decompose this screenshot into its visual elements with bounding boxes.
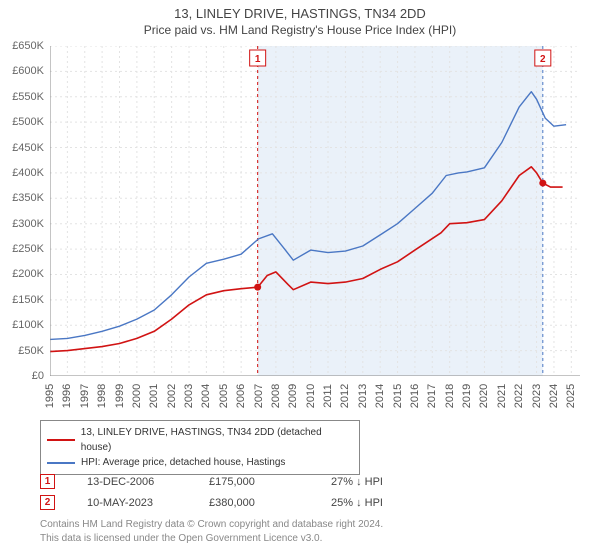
sale-delta-hpi: 25% ↓ HPI <box>331 497 421 509</box>
svg-text:2: 2 <box>540 54 546 65</box>
sale-date: 13-DEC-2006 <box>87 476 177 488</box>
x-tick-label: 2002 <box>166 384 178 408</box>
x-tick-label: 2009 <box>287 384 299 408</box>
y-tick-label: £0 <box>32 370 44 382</box>
x-tick-label: 1997 <box>79 384 91 408</box>
x-tick-label: 2000 <box>131 384 143 408</box>
x-tick-label: 2005 <box>218 384 230 408</box>
title-sub: Price paid vs. HM Land Registry's House … <box>0 23 600 37</box>
svg-text:1: 1 <box>255 54 261 65</box>
x-tick-label: 2014 <box>374 384 386 408</box>
x-tick-label: 2013 <box>357 384 369 408</box>
footer-line-1: Contains HM Land Registry data © Crown c… <box>40 518 383 532</box>
x-tick-label: 2004 <box>200 384 212 408</box>
footer-line-2: This data is licensed under the Open Gov… <box>40 532 383 546</box>
x-tick-label: 1999 <box>114 384 126 408</box>
y-tick-label: £300K <box>12 218 44 230</box>
x-tick-label: 2015 <box>392 384 404 408</box>
legend-swatch <box>47 462 75 464</box>
legend: 13, LINLEY DRIVE, HASTINGS, TN34 2DD (de… <box>40 420 360 475</box>
x-tick-label: 1998 <box>96 384 108 408</box>
x-axis: 1995199619971998199920002001200220032004… <box>50 378 580 418</box>
x-tick-label: 2011 <box>322 384 334 408</box>
legend-item: 13, LINLEY DRIVE, HASTINGS, TN34 2DD (de… <box>47 425 353 455</box>
sale-row: 2 10-MAY-2023 £380,000 25% ↓ HPI <box>40 495 560 510</box>
sale-delta-hpi: 27% ↓ HPI <box>331 476 421 488</box>
sale-marker-chip: 1 <box>40 474 55 489</box>
y-tick-label: £350K <box>12 192 44 204</box>
y-tick-label: £400K <box>12 167 44 179</box>
y-tick-label: £550K <box>12 91 44 103</box>
y-tick-label: £100K <box>12 319 44 331</box>
y-tick-label: £600K <box>12 65 44 77</box>
x-tick-label: 2006 <box>235 384 247 408</box>
x-tick-label: 2012 <box>339 384 351 408</box>
x-tick-label: 2024 <box>548 384 560 408</box>
legend-label: 13, LINLEY DRIVE, HASTINGS, TN34 2DD (de… <box>81 425 353 455</box>
x-tick-label: 2001 <box>148 384 160 408</box>
sale-marker-chip: 2 <box>40 495 55 510</box>
chart-area: 12 <box>50 46 580 376</box>
y-axis: £0£50K£100K£150K£200K£250K£300K£350K£400… <box>0 46 48 376</box>
legend-swatch <box>47 439 75 441</box>
y-tick-label: £650K <box>12 40 44 52</box>
y-tick-label: £150K <box>12 294 44 306</box>
sales-table: 1 13-DEC-2006 £175,000 27% ↓ HPI 2 10-MAY-202… <box>40 468 560 510</box>
x-tick-label: 1995 <box>44 384 56 408</box>
sale-row: 1 13-DEC-2006 £175,000 27% ↓ HPI <box>40 474 560 489</box>
sale-price: £380,000 <box>209 497 299 509</box>
price-chart-card: 13, LINLEY DRIVE, HASTINGS, TN34 2DD Pri… <box>0 0 600 560</box>
x-tick-label: 2018 <box>444 384 456 408</box>
x-tick-label: 2022 <box>513 384 525 408</box>
chart-svg: 12 <box>50 46 580 376</box>
x-tick-label: 2003 <box>183 384 195 408</box>
y-tick-label: £500K <box>12 116 44 128</box>
x-tick-label: 2010 <box>305 384 317 408</box>
x-tick-label: 2020 <box>478 384 490 408</box>
x-tick-label: 2021 <box>496 384 508 408</box>
x-tick-label: 2008 <box>270 384 282 408</box>
titles: 13, LINLEY DRIVE, HASTINGS, TN34 2DD Pri… <box>0 0 600 37</box>
title-main: 13, LINLEY DRIVE, HASTINGS, TN34 2DD <box>0 6 600 21</box>
x-tick-label: 1996 <box>61 384 73 408</box>
y-tick-label: £450K <box>12 142 44 154</box>
x-tick-label: 2007 <box>253 384 265 408</box>
x-tick-label: 2017 <box>426 384 438 408</box>
sale-price: £175,000 <box>209 476 299 488</box>
x-tick-label: 2016 <box>409 384 421 408</box>
y-tick-label: £50K <box>18 345 44 357</box>
sale-date: 10-MAY-2023 <box>87 497 177 509</box>
x-tick-label: 2019 <box>461 384 473 408</box>
x-tick-label: 2023 <box>531 384 543 408</box>
y-tick-label: £250K <box>12 243 44 255</box>
y-tick-label: £200K <box>12 268 44 280</box>
footer: Contains HM Land Registry data © Crown c… <box>40 518 383 545</box>
x-tick-label: 2025 <box>565 384 577 408</box>
